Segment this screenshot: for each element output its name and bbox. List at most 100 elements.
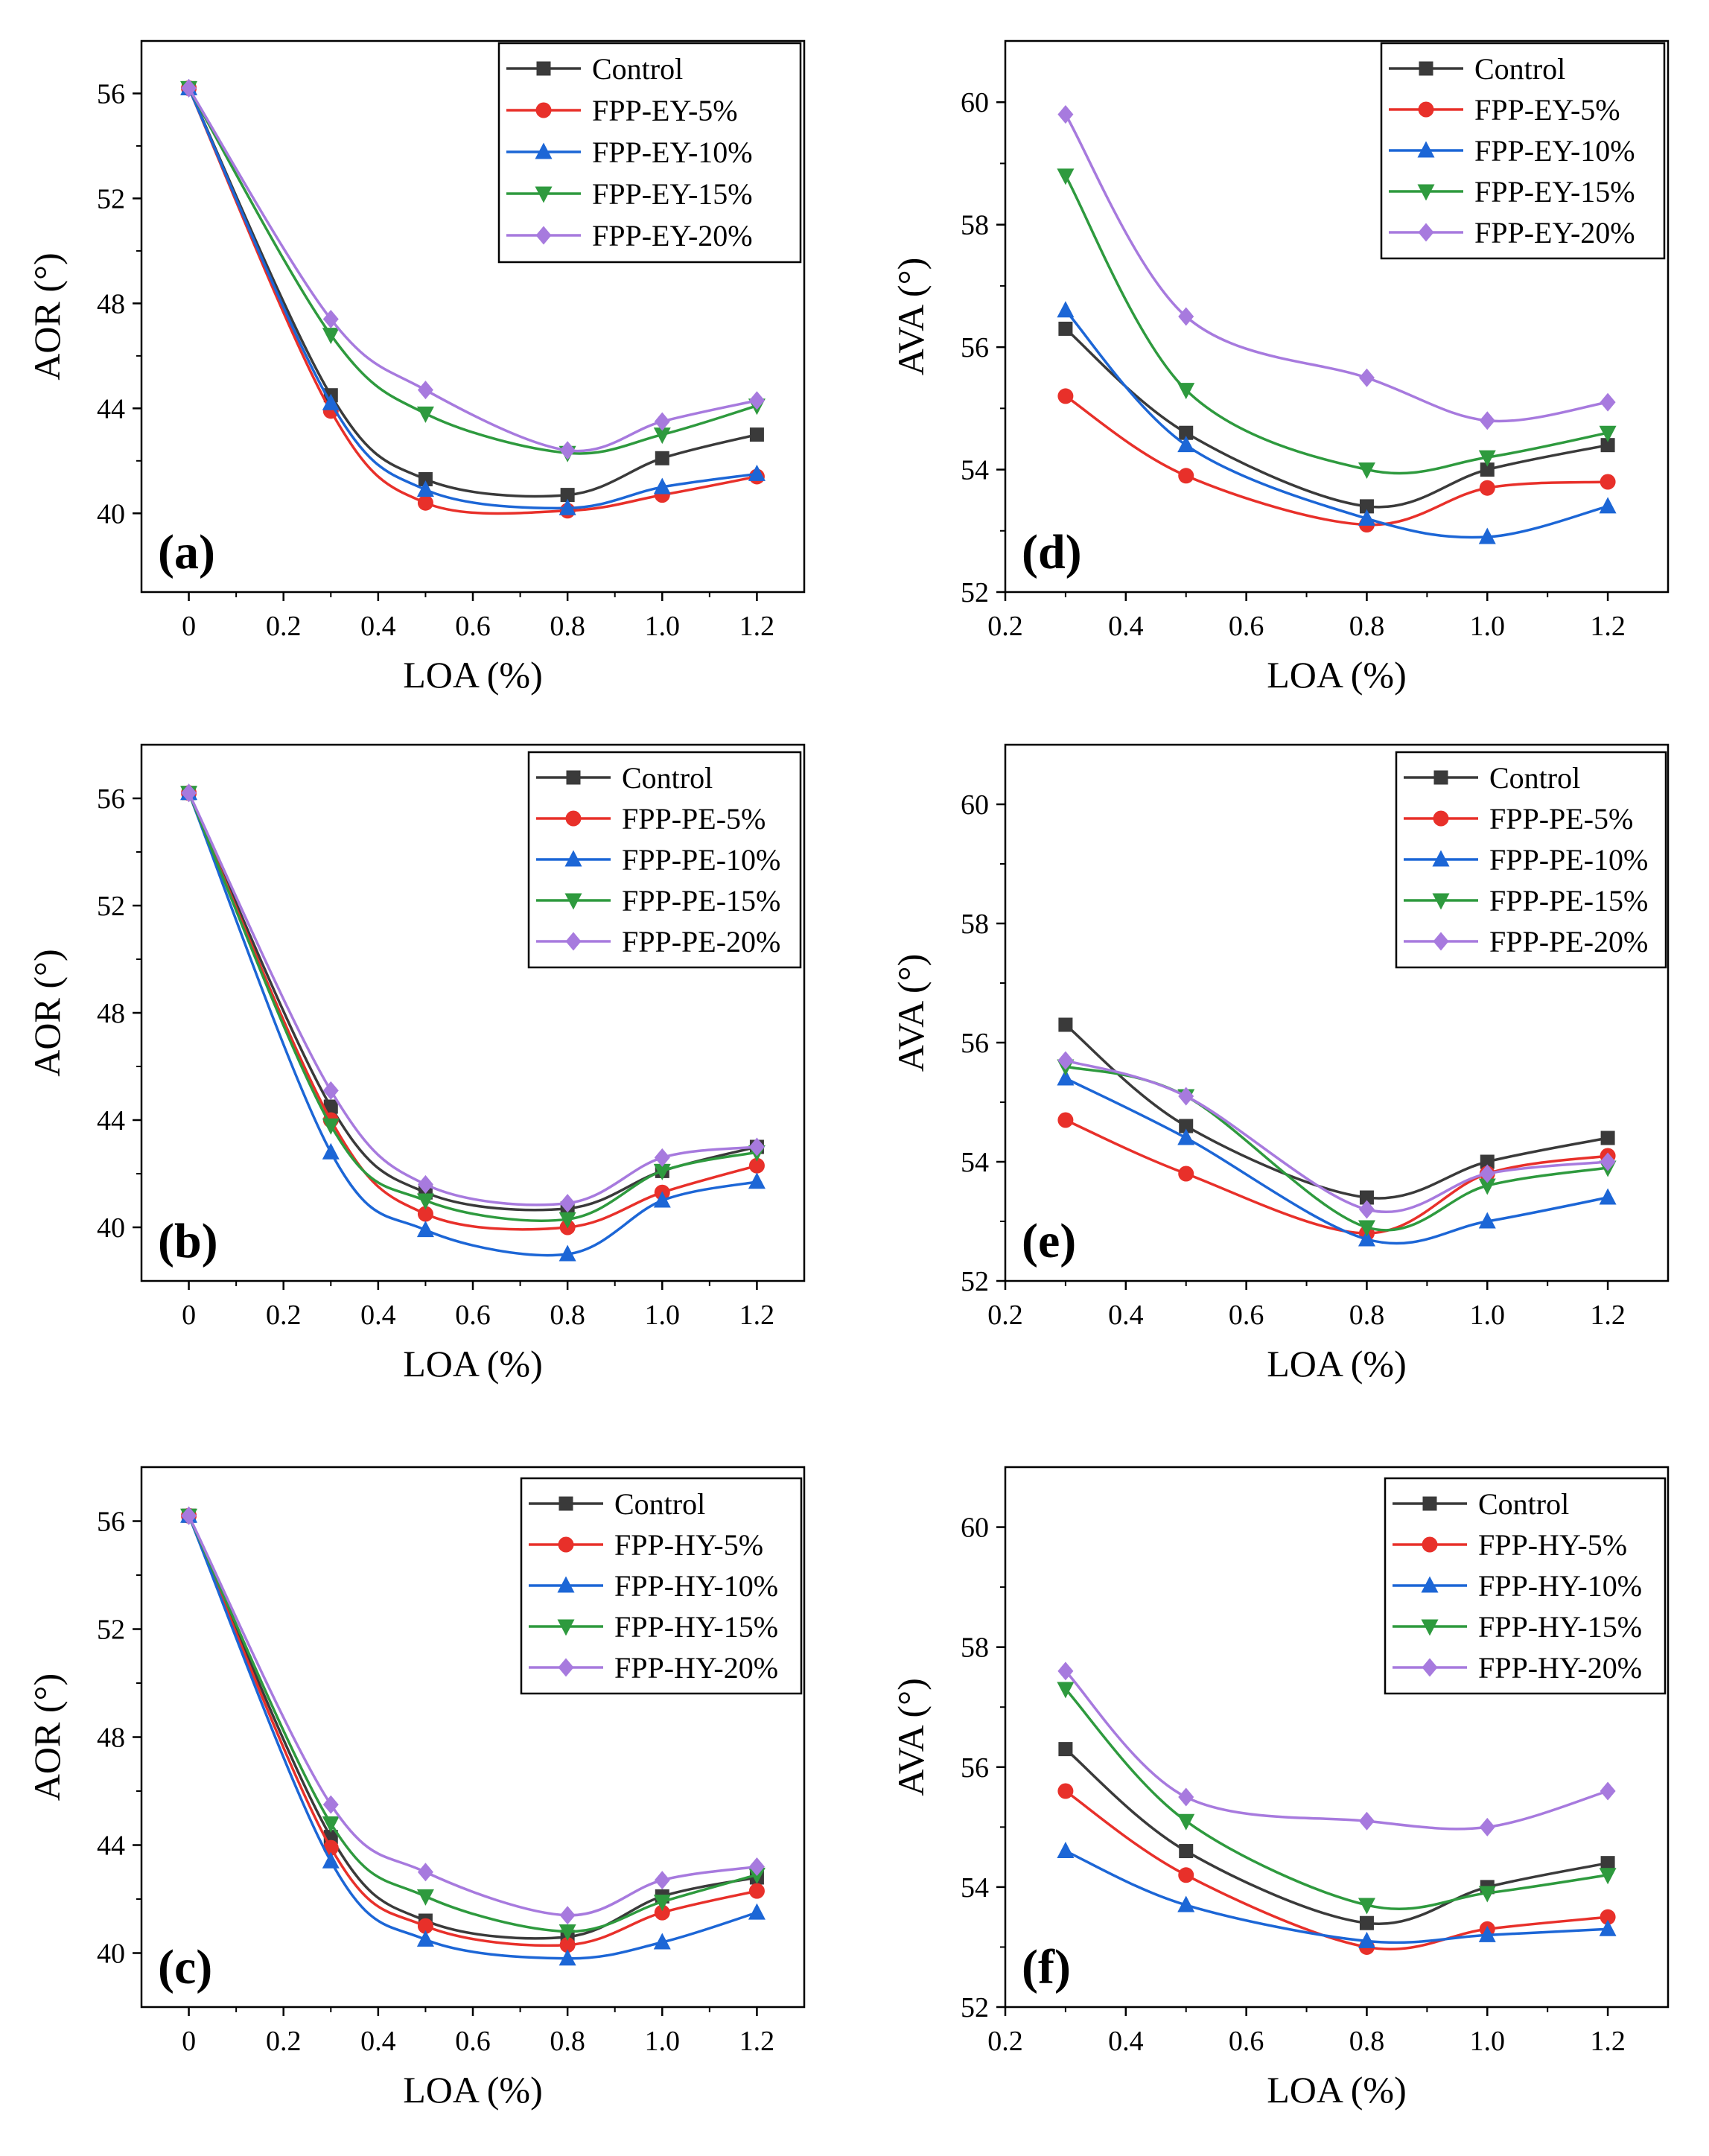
- y-tick-label: 56: [97, 1507, 125, 1538]
- x-tick-label: 0.6: [455, 2026, 491, 2057]
- chart-panel-e: 0.2 0.4 0.6 0.8 1.0 1.2 52 54 56 58 60 LOA (%) AVA (…: [890, 743, 1670, 1384]
- data-point-Control: [1179, 1844, 1194, 1859]
- x-tick-label: 0.2: [266, 611, 302, 642]
- legend-label-FPP-EY-20%: FPP-EY-20%: [1474, 216, 1635, 249]
- data-point-FPP-HY-10%: [653, 1933, 671, 1950]
- data-point-Control: [1058, 1017, 1073, 1032]
- legend-marker-FPP-EY-5%: [1418, 101, 1434, 118]
- data-point-FPP-EY-10%: [1358, 509, 1375, 526]
- data-point-FPP-PE-20%: [748, 1137, 765, 1157]
- legend-marker-FPP-HY-5%: [558, 1536, 574, 1553]
- legend-label-Control: Control: [1474, 52, 1565, 86]
- y-tick-label: 56: [97, 78, 125, 109]
- y-tick-label: 52: [961, 1992, 989, 2023]
- legend-label-FPP-HY-5%: FPP-HY-5%: [614, 1528, 763, 1562]
- legend-marker-FPP-EY-20%: [535, 226, 552, 245]
- data-point-FPP-PE-20%: [181, 783, 197, 803]
- data-point-Control: [1179, 425, 1194, 440]
- data-point-FPP-HY-10%: [748, 1903, 766, 1920]
- data-point-FPP-HY-5%: [417, 1918, 433, 1934]
- x-tick-label: 1.2: [1590, 2026, 1626, 2057]
- legend-marker-FPP-PE-10%: [564, 850, 582, 867]
- x-tick-label: 0.2: [987, 2026, 1023, 2057]
- data-point-FPP-HY-20%: [1178, 1787, 1194, 1807]
- y-tick-label: 54: [961, 455, 989, 486]
- legend-label-FPP-HY-20%: FPP-HY-20%: [1478, 1651, 1642, 1685]
- chart-panel-f: 0.2 0.4 0.6 0.8 1.0 1.2 52 54 56 58 60 LOA (%) AVA (…: [890, 1466, 1670, 2111]
- data-point-FPP-PE-15%: [416, 1193, 434, 1210]
- data-point-Control: [749, 427, 764, 442]
- x-axis-title: LOA (%): [1267, 2069, 1406, 2111]
- data-point-FPP-PE-20%: [1358, 1200, 1375, 1219]
- data-point-FPP-EY-20%: [417, 381, 433, 400]
- legend-marker-FPP-HY-20%: [558, 1658, 574, 1677]
- series-line-FPP-PE-20%: [1065, 1059, 1608, 1214]
- legend-marker-FPP-PE-5%: [565, 810, 582, 827]
- panel-label: (f): [1022, 1940, 1071, 1994]
- data-point-FPP-EY-15%: [1177, 383, 1195, 400]
- series-line-Control: [1064, 1023, 1608, 1200]
- data-point-FPP-HY-20%: [417, 1863, 433, 1882]
- x-tick-label: 0.8: [1349, 611, 1385, 642]
- data-point-FPP-EY-5%: [1178, 468, 1194, 484]
- legend-label-FPP-HY-5%: FPP-HY-5%: [1478, 1528, 1627, 1562]
- legend-marker-FPP-PE-20%: [565, 932, 582, 951]
- chart-panel-b: 0 0.2 0.4 0.6 0.8 1.0 1.2 40 44 48 52 56 LOA (%) AOR …: [26, 743, 806, 1384]
- chart-panel-c: 0 0.2 0.4 0.6 0.8 1.0 1.2 40 44 48 52 56 LOA (%) AOR …: [26, 1466, 806, 2111]
- legend-label-FPP-EY-15%: FPP-EY-15%: [1474, 175, 1635, 209]
- legend: Control FPP-HY-5% FPP-HY-10% FPP-HY-15% FPP-…: [520, 1477, 803, 1695]
- y-tick-label: 44: [97, 393, 125, 424]
- legend: Control FPP-PE-5% FPP-PE-10% FPP-PE-15% FPP-…: [527, 751, 802, 969]
- legend-marker-Control: [1422, 1496, 1437, 1511]
- data-point-FPP-HY-10%: [1478, 1925, 1496, 1942]
- legend-label-FPP-PE-10%: FPP-PE-10%: [622, 843, 780, 877]
- y-tick-label: 52: [97, 891, 125, 922]
- series-line-FPP-HY-20%: [1064, 1670, 1608, 1831]
- legend-marker-FPP-PE-20%: [1433, 932, 1449, 951]
- data-point-FPP-EY-10%: [653, 477, 671, 495]
- data-point-FPP-HY-5%: [1178, 1867, 1194, 1883]
- data-point-FPP-PE-5%: [1178, 1166, 1194, 1182]
- panel-label: (b): [158, 1214, 218, 1268]
- x-tick-label: 0.2: [987, 1300, 1023, 1331]
- y-tick-label: 56: [961, 332, 989, 363]
- data-point-FPP-HY-15%: [1478, 1886, 1496, 1903]
- x-tick-label: 0.8: [1349, 1300, 1385, 1331]
- x-axis-title: LOA (%): [403, 654, 542, 696]
- series-line-FPP-EY-20%: [1064, 113, 1608, 423]
- data-point-FPP-PE-10%: [1177, 1128, 1195, 1145]
- panel-label: (a): [158, 525, 215, 579]
- data-point-FPP-PE-15%: [1478, 1178, 1496, 1195]
- y-tick-label: 40: [97, 498, 125, 530]
- plot-frame: [1004, 39, 1670, 594]
- series-line-FPP-PE-15%: [1065, 1065, 1608, 1232]
- y-tick-label: 60: [961, 87, 989, 118]
- data-point-FPP-EY-20%: [1057, 105, 1074, 124]
- data-point-Control: [323, 1099, 338, 1114]
- y-tick-label: 52: [97, 183, 125, 214]
- panel-label: (e): [1022, 1214, 1076, 1268]
- data-point-FPP-EY-15%: [1599, 425, 1617, 442]
- data-point-Control: [1480, 1154, 1495, 1169]
- data-point-FPP-EY-10%: [1599, 497, 1617, 514]
- x-tick-label: 0.6: [1229, 1300, 1264, 1331]
- y-tick-label: 54: [961, 1147, 989, 1178]
- data-point-FPP-EY-20%: [181, 78, 197, 98]
- x-tick-label: 1.0: [1470, 2026, 1506, 2057]
- plot-frame: [1004, 1466, 1670, 2009]
- legend-label-FPP-EY-15%: FPP-EY-15%: [592, 177, 753, 211]
- data-point-FPP-HY-10%: [1599, 1919, 1617, 1936]
- legend-label-FPP-PE-10%: FPP-PE-10%: [1489, 843, 1648, 877]
- data-point-FPP-HY-20%: [1600, 1781, 1616, 1801]
- legend-marker-Control: [566, 770, 581, 785]
- y-tick-label: 48: [97, 998, 125, 1029]
- legend-marker-FPP-HY-15%: [1421, 1619, 1439, 1636]
- legend-marker-FPP-EY-10%: [1417, 141, 1435, 158]
- series-line-FPP-HY-5%: [1064, 1790, 1608, 1951]
- data-point-FPP-HY-15%: [653, 1895, 671, 1912]
- x-tick-label: 1.0: [1470, 1300, 1506, 1331]
- legend-label-FPP-EY-20%: FPP-EY-20%: [592, 219, 753, 252]
- x-tick-label: 0.4: [1108, 2026, 1144, 2057]
- x-tick-label: 0.8: [1349, 2026, 1385, 2057]
- data-point-FPP-PE-10%: [1599, 1188, 1617, 1205]
